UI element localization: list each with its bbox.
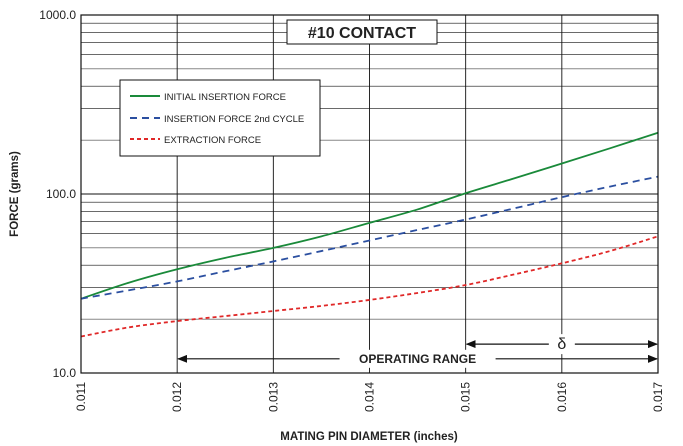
plot-border [80, 14, 659, 374]
legend-label-initial-insertion: INITIAL INSERTION FORCE [164, 92, 286, 103]
y-tick-label: 100.0 [46, 187, 76, 201]
x-tick-label: 0.016 [555, 382, 569, 412]
series-line-0 [80, 131, 659, 300]
x-tick-label: 0.013 [266, 382, 280, 412]
legend-label-insertion-2nd-cycle: INSERTION FORCE 2nd CYCLE [164, 114, 304, 125]
x-tick-label: 0.017 [651, 382, 665, 412]
x-tick-labels: 0.011 0.012 0.013 0.014 0.015 0.016 0.017 [74, 382, 665, 412]
operating-range-label: OPERATING RANGE [359, 352, 476, 366]
delta-label-bg [548, 334, 575, 355]
legend-box [119, 79, 321, 157]
y-tick-label: 1000.0 [39, 8, 76, 22]
annotations [177, 334, 658, 368]
grid [80, 14, 659, 374]
x-tick-label: 0.015 [459, 382, 473, 412]
x-axis-label: MATING PIN DIAMETER (inches) [280, 431, 458, 443]
series-layer [80, 131, 659, 338]
y-tick-labels: 10.0 100.0 1000.0 [39, 8, 76, 380]
series-line-2 [80, 235, 659, 338]
x-tick-label: 0.011 [74, 382, 88, 411]
chart-title-box [286, 19, 438, 45]
delta-label: δ [557, 336, 566, 353]
chart-title: #10 CONTACT [308, 25, 416, 42]
x-tick-label: 0.014 [363, 382, 377, 412]
operating-range-label-bg [339, 349, 496, 368]
y-tick-label: 10.0 [53, 366, 77, 380]
y-axis-label: FORCE (grams) [9, 151, 21, 237]
legend-label-extraction: EXTRACTION FORCE [164, 135, 261, 146]
legend: INITIAL INSERTION FORCE INSERTION FORCE … [119, 79, 321, 157]
series-line-1 [80, 175, 659, 300]
x-tick-label: 0.012 [170, 382, 184, 412]
